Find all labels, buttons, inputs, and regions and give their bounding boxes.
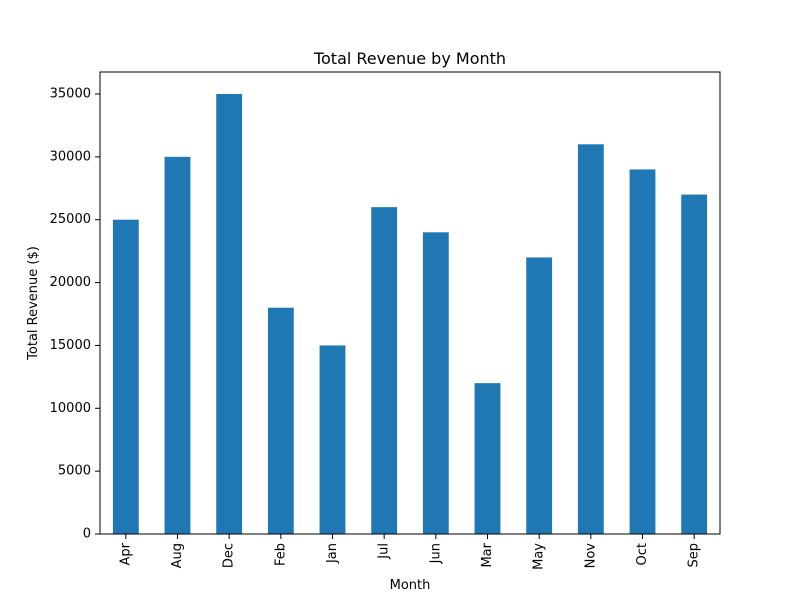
bar-may — [526, 257, 553, 534]
y-axis-label: Total Revenue ($) — [26, 246, 41, 361]
bar-mar — [474, 383, 501, 534]
bar-sep — [681, 194, 708, 534]
bar-oct — [629, 169, 656, 534]
x-tick-label: Jul — [377, 543, 392, 560]
y-tick-label: 15000 — [50, 338, 91, 353]
bar-dec — [216, 94, 243, 534]
chart-title: Total Revenue by Month — [313, 49, 506, 68]
x-tick-label: Sep — [687, 543, 702, 568]
bar-nov — [577, 144, 604, 535]
bar-apr — [112, 219, 139, 534]
bar-feb — [267, 307, 294, 534]
x-tick-label: Feb — [273, 543, 288, 566]
x-tick-label: Apr — [118, 542, 133, 565]
x-tick-label: Jun — [428, 543, 443, 564]
y-axis: 0 5000 10000 15000 20000 25000 30000 35000 — [50, 87, 100, 542]
bar-jun — [422, 232, 449, 535]
bar-aug — [164, 156, 191, 535]
x-tick-label: May — [532, 543, 547, 570]
bar-jan — [319, 345, 346, 534]
x-tick-label: Dec — [222, 543, 237, 568]
plot-frame — [99, 71, 721, 535]
y-tick-label: 30000 — [50, 149, 91, 164]
y-tick-label: 10000 — [50, 401, 91, 416]
x-axis-label: Month — [390, 578, 431, 593]
x-tick-label: Aug — [170, 543, 185, 568]
bar-jul — [371, 207, 398, 534]
y-tick-label: 5000 — [58, 464, 91, 479]
x-tick-label: Mar — [480, 542, 495, 567]
x-tick-label: Jan — [325, 543, 340, 564]
x-tick-label: Oct — [635, 543, 650, 565]
y-tick-label: 25000 — [50, 212, 91, 227]
x-axis: Apr Aug Dec Feb Jan Jul Jun Mar May Nov Oct Sep — [118, 534, 702, 570]
y-tick-label: 0 — [83, 527, 91, 542]
bars-group — [112, 94, 708, 535]
x-tick-label: Nov — [583, 543, 598, 569]
y-tick-label: 35000 — [50, 87, 91, 102]
y-tick-label: 20000 — [50, 275, 91, 290]
